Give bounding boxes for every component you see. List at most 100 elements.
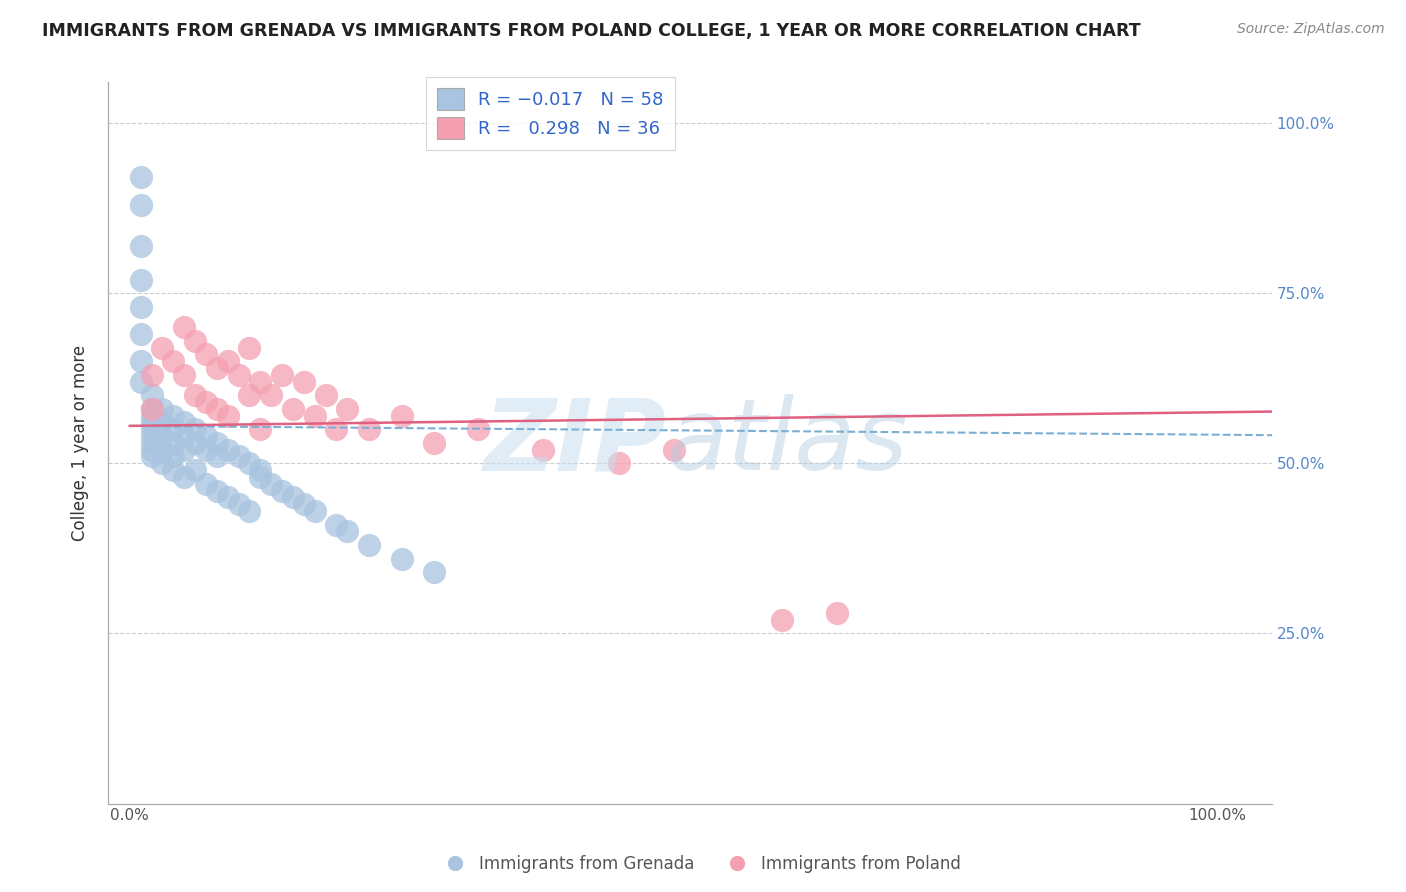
Point bbox=[129, 238, 152, 252]
Point bbox=[205, 483, 228, 498]
Point bbox=[325, 422, 347, 436]
Point bbox=[391, 551, 413, 566]
Legend: R = −0.017   N = 58, R =   0.298   N = 36: R = −0.017 N = 58, R = 0.298 N = 36 bbox=[426, 77, 675, 150]
Point bbox=[150, 416, 173, 430]
Point bbox=[249, 470, 271, 484]
Point bbox=[315, 388, 337, 402]
Point bbox=[238, 456, 260, 470]
Point bbox=[281, 491, 304, 505]
Point bbox=[162, 450, 184, 464]
Point bbox=[184, 388, 207, 402]
Point bbox=[607, 456, 630, 470]
Text: IMMIGRANTS FROM GRENADA VS IMMIGRANTS FROM POLAND COLLEGE, 1 YEAR OR MORE CORREL: IMMIGRANTS FROM GRENADA VS IMMIGRANTS FR… bbox=[42, 22, 1140, 40]
Point bbox=[184, 422, 207, 436]
Text: ZIP: ZIP bbox=[484, 394, 666, 491]
Point bbox=[205, 361, 228, 376]
Point bbox=[184, 463, 207, 477]
Point bbox=[662, 442, 685, 457]
Point bbox=[357, 422, 380, 436]
Point bbox=[249, 463, 271, 477]
Point bbox=[260, 388, 283, 402]
Point bbox=[271, 483, 294, 498]
Point bbox=[357, 538, 380, 552]
Point bbox=[184, 334, 207, 348]
Point bbox=[391, 409, 413, 423]
Point bbox=[141, 401, 163, 416]
Point bbox=[173, 470, 195, 484]
Point bbox=[141, 416, 163, 430]
Point bbox=[217, 409, 239, 423]
Point bbox=[162, 409, 184, 423]
Y-axis label: College, 1 year or more: College, 1 year or more bbox=[72, 345, 89, 541]
Point bbox=[423, 436, 446, 450]
Text: atlas: atlas bbox=[666, 394, 908, 491]
Point bbox=[423, 565, 446, 579]
Point bbox=[271, 368, 294, 382]
Legend: Immigrants from Grenada, Immigrants from Poland: Immigrants from Grenada, Immigrants from… bbox=[439, 848, 967, 880]
Point bbox=[173, 442, 195, 457]
Point bbox=[205, 401, 228, 416]
Point bbox=[825, 606, 848, 620]
Point bbox=[325, 517, 347, 532]
Point bbox=[194, 429, 217, 443]
Point bbox=[173, 320, 195, 334]
Point bbox=[238, 388, 260, 402]
Point bbox=[304, 409, 326, 423]
Point bbox=[194, 347, 217, 361]
Point bbox=[129, 326, 152, 341]
Point bbox=[217, 442, 239, 457]
Point bbox=[129, 375, 152, 389]
Point bbox=[173, 429, 195, 443]
Point bbox=[336, 524, 359, 539]
Point bbox=[150, 456, 173, 470]
Point bbox=[336, 401, 359, 416]
Point bbox=[150, 429, 173, 443]
Point bbox=[129, 170, 152, 185]
Point bbox=[129, 300, 152, 314]
Point bbox=[162, 354, 184, 368]
Point bbox=[184, 436, 207, 450]
Point bbox=[141, 388, 163, 402]
Point bbox=[217, 354, 239, 368]
Point bbox=[205, 436, 228, 450]
Point bbox=[162, 463, 184, 477]
Text: Source: ZipAtlas.com: Source: ZipAtlas.com bbox=[1237, 22, 1385, 37]
Point bbox=[141, 422, 163, 436]
Point bbox=[129, 197, 152, 211]
Point bbox=[531, 442, 554, 457]
Point bbox=[770, 613, 793, 627]
Point bbox=[162, 422, 184, 436]
Point bbox=[249, 422, 271, 436]
Point bbox=[249, 375, 271, 389]
Point bbox=[173, 416, 195, 430]
Point bbox=[150, 401, 173, 416]
Point bbox=[292, 497, 315, 511]
Point bbox=[141, 368, 163, 382]
Point bbox=[173, 368, 195, 382]
Point bbox=[141, 436, 163, 450]
Point bbox=[194, 395, 217, 409]
Point bbox=[205, 450, 228, 464]
Point bbox=[281, 401, 304, 416]
Point bbox=[194, 476, 217, 491]
Point bbox=[292, 375, 315, 389]
Point bbox=[141, 401, 163, 416]
Point bbox=[194, 442, 217, 457]
Point bbox=[141, 442, 163, 457]
Point bbox=[238, 504, 260, 518]
Point bbox=[228, 368, 250, 382]
Point bbox=[238, 341, 260, 355]
Point bbox=[141, 409, 163, 423]
Point bbox=[467, 422, 489, 436]
Point bbox=[150, 341, 173, 355]
Point bbox=[141, 450, 163, 464]
Point bbox=[150, 442, 173, 457]
Point bbox=[228, 497, 250, 511]
Point bbox=[129, 354, 152, 368]
Point bbox=[217, 491, 239, 505]
Point bbox=[304, 504, 326, 518]
Point bbox=[129, 272, 152, 286]
Point bbox=[228, 450, 250, 464]
Point bbox=[162, 436, 184, 450]
Point bbox=[260, 476, 283, 491]
